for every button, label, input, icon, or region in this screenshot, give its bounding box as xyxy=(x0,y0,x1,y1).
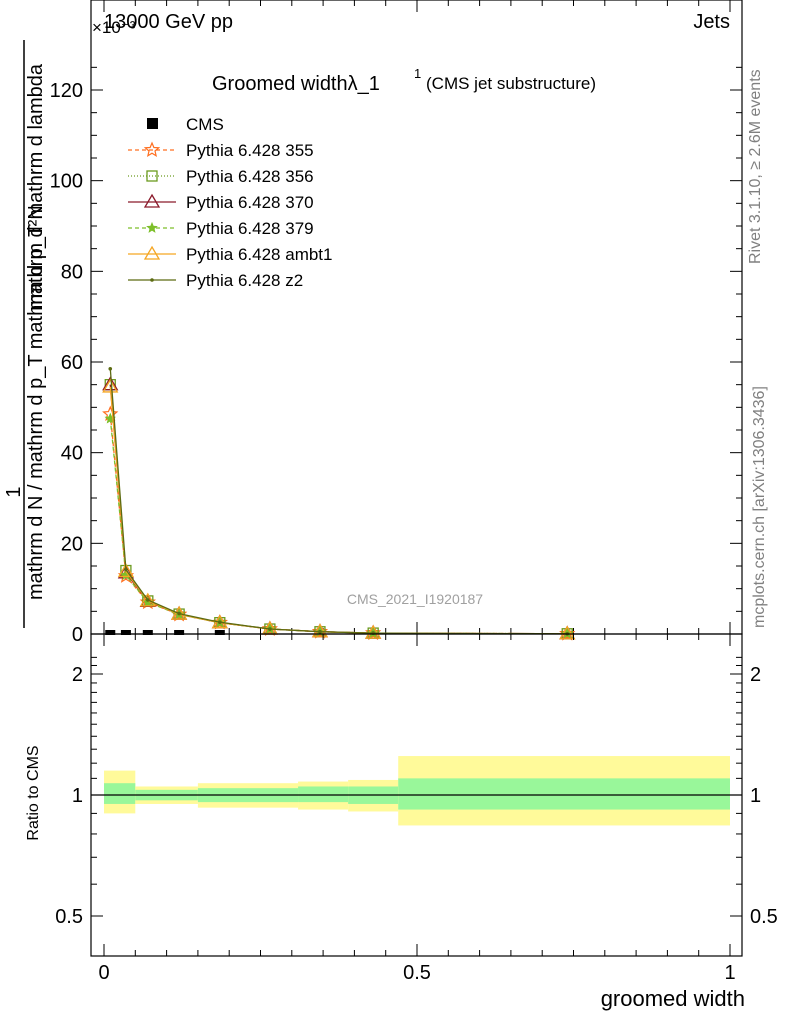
legend-marker xyxy=(143,141,161,157)
plot-title: Groomed widthλ_1 1 (CMS jet substructure… xyxy=(212,66,596,95)
series-point xyxy=(139,592,156,607)
legend-label: Pythia 6.428 370 xyxy=(186,193,314,212)
ratio-bands xyxy=(91,756,742,826)
y-exponent-label: ×10⁻³ xyxy=(92,18,136,37)
ratio-inner-band xyxy=(104,783,136,804)
cms-data-point xyxy=(142,630,153,635)
series-point xyxy=(117,563,135,578)
plot-title-text: Groomed widthλ_1 xyxy=(212,73,380,95)
y-tick-label: 20 xyxy=(61,533,83,555)
y-axis-label-numerator: mathrm d²N xyxy=(25,205,47,311)
ratio-y-axis-label: Ratio to CMS xyxy=(25,745,42,840)
ratio-y-tick-label-right: 1 xyxy=(750,785,761,807)
y-axis-label-denominator: mathrm d N / mathrm d p_T mathrm d p_T m… xyxy=(25,63,47,600)
legend-label: Pythia 6.428 355 xyxy=(186,141,314,160)
main-axes: 0 20 40 60 80 100 120 xyxy=(50,0,742,646)
series-point xyxy=(365,624,382,639)
y-tick-label: 120 xyxy=(50,80,83,102)
series-point xyxy=(218,620,222,625)
ratio-y-tick-label-right: 0.5 xyxy=(750,906,778,928)
series-point xyxy=(311,623,329,638)
series-point xyxy=(124,567,128,572)
legend-marker xyxy=(143,193,161,208)
analysis-watermark: CMS_2021_I1920187 xyxy=(347,591,483,607)
series-line xyxy=(109,386,568,635)
series-line xyxy=(109,384,568,635)
x-tick-label: 1 xyxy=(724,962,735,984)
y-tick-label: 60 xyxy=(61,352,83,374)
x-axis-label: groomed width xyxy=(601,986,745,1011)
series-line xyxy=(109,368,568,635)
series-point xyxy=(108,367,113,371)
y-tick-label: 40 xyxy=(61,443,83,465)
legend-label: Pythia 6.428 356 xyxy=(186,167,314,186)
main-plot-frame xyxy=(90,0,743,635)
legend-marker xyxy=(150,278,154,282)
ratio-y-tick-label-right: 2 xyxy=(750,664,761,686)
y-tick-label: 100 xyxy=(50,171,83,193)
plot-title-superscript: 1 xyxy=(414,66,421,81)
cms-data-point xyxy=(174,630,185,635)
legend-marker xyxy=(143,245,161,260)
series-point xyxy=(318,629,322,634)
legend-marker xyxy=(146,170,158,182)
series-line xyxy=(109,418,568,635)
ratio-axes: 0 0.5 1 0.5 0.5 1 1 2 2 xyxy=(55,634,778,984)
series-line xyxy=(109,384,568,635)
rivet-version-label: Rivet 3.1.10, ≥ 2.6M events xyxy=(747,69,764,264)
series-point xyxy=(170,605,188,620)
x-tick-label: 0.5 xyxy=(403,962,431,984)
x-tick-label: 0 xyxy=(98,962,109,984)
y-axis-label-one: 1 xyxy=(3,486,25,497)
series-point xyxy=(146,598,150,602)
series-point xyxy=(177,611,181,616)
plot-title-note: (CMS jet substructure) xyxy=(426,74,596,93)
cms-data-point xyxy=(120,630,131,635)
legend-label: Pythia 6.428 ambt1 xyxy=(186,245,332,264)
y-tick-label: 0 xyxy=(72,624,83,646)
series-point xyxy=(559,625,576,640)
ratio-y-tick-label: 0.5 xyxy=(55,906,83,928)
legend-label: Pythia 6.428 379 xyxy=(186,219,314,238)
series-point xyxy=(268,627,272,631)
jets-label: Jets xyxy=(693,11,730,33)
y-tick-label: 80 xyxy=(61,261,83,283)
legend-label: Pythia 6.428 z2 xyxy=(186,271,303,290)
ratio-inner-band xyxy=(298,786,349,803)
cms-data-point xyxy=(214,630,225,635)
main-series xyxy=(102,367,576,641)
cms-data-point xyxy=(105,630,116,635)
energy-label: 13000 GeV pp xyxy=(104,11,233,33)
legend-cms-label: CMS xyxy=(186,115,224,134)
legend-marker xyxy=(146,221,158,233)
series-point xyxy=(102,378,119,393)
ratio-inner-band xyxy=(398,778,730,810)
legend-cms-marker xyxy=(147,118,158,129)
legend: CMS Pythia 6.428 355 Pythia 6.428 356 Pyth… xyxy=(128,115,332,290)
source-site-label: mcplots.cern.ch [arXiv:1306.3436] xyxy=(751,386,768,628)
ratio-y-tick-label: 1 xyxy=(72,785,83,807)
series-line xyxy=(109,414,568,635)
ratio-y-tick-label: 2 xyxy=(72,664,83,686)
